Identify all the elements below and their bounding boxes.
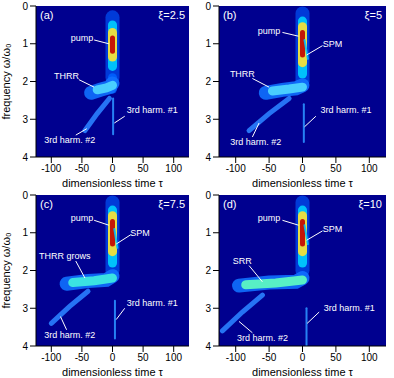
svg-text:100: 100 xyxy=(165,163,182,174)
svg-text:frequency ω/ω₀: frequency ω/ω₀ xyxy=(0,43,12,119)
svg-text:1: 1 xyxy=(205,227,211,238)
html-text:ξ=5: ξ=5 xyxy=(364,9,382,21)
svg-text:THRR: THRR xyxy=(54,71,79,81)
svg-text:THRR: THRR xyxy=(230,69,255,79)
html-text:(a): (a) xyxy=(40,9,54,21)
svg-text:2: 2 xyxy=(205,76,211,87)
svg-text:0: 0 xyxy=(22,1,28,12)
html-text:(c): (c) xyxy=(40,198,53,210)
html-text:ξ=2.5: ξ=2.5 xyxy=(158,9,185,21)
svg-text:-100: -100 xyxy=(41,163,61,174)
svg-text:50: 50 xyxy=(330,352,342,363)
svg-text:0: 0 xyxy=(300,352,306,363)
svg-text:0: 0 xyxy=(205,190,211,201)
svg-text:dimensionless time τ: dimensionless time τ xyxy=(62,177,164,189)
svg-text:2: 2 xyxy=(22,76,28,87)
html-text:(b): (b) xyxy=(223,9,237,21)
svg-text:3: 3 xyxy=(205,114,211,125)
svg-text:0: 0 xyxy=(110,352,116,363)
svg-text:-100: -100 xyxy=(41,352,61,363)
svg-text:3rd harm. #2: 3rd harm. #2 xyxy=(237,333,288,343)
svg-text:50: 50 xyxy=(138,352,150,363)
html-text:(d): (d) xyxy=(223,198,237,210)
svg-text:-50: -50 xyxy=(75,352,90,363)
svg-text:THRR grows: THRR grows xyxy=(39,251,91,261)
svg-text:100: 100 xyxy=(361,352,378,363)
svg-text:4: 4 xyxy=(205,341,211,352)
svg-text:pump: pump xyxy=(71,33,94,43)
svg-text:frequency ω/ω₀: frequency ω/ω₀ xyxy=(0,232,12,308)
svg-text:3rd harm. #2: 3rd harm. #2 xyxy=(44,135,95,145)
svg-text:0: 0 xyxy=(110,163,116,174)
svg-text:4: 4 xyxy=(22,152,28,163)
html-text:ξ=10: ξ=10 xyxy=(358,198,382,210)
svg-text:pump: pump xyxy=(258,26,281,36)
svg-text:-50: -50 xyxy=(262,352,277,363)
svg-text:-50: -50 xyxy=(75,163,90,174)
svg-text:4: 4 xyxy=(22,341,28,352)
svg-text:3: 3 xyxy=(22,114,28,125)
svg-text:dimensionless time τ: dimensionless time τ xyxy=(252,366,354,378)
svg-text:SRR: SRR xyxy=(233,256,253,266)
svg-text:SPM: SPM xyxy=(323,39,343,49)
svg-text:SPM: SPM xyxy=(323,224,343,234)
svg-text:dimensionless time τ: dimensionless time τ xyxy=(252,177,354,189)
svg-text:3rd harm. #2: 3rd harm. #2 xyxy=(44,330,95,340)
svg-text:50: 50 xyxy=(138,163,150,174)
svg-text:pump: pump xyxy=(71,213,94,223)
svg-text:3rd harm. #1: 3rd harm. #1 xyxy=(320,105,371,115)
svg-text:50: 50 xyxy=(330,163,342,174)
svg-text:1: 1 xyxy=(205,38,211,49)
svg-text:-50: -50 xyxy=(262,163,277,174)
svg-text:3rd harm. #1: 3rd harm. #1 xyxy=(127,298,178,308)
svg-text:2: 2 xyxy=(205,265,211,276)
svg-text:-100: -100 xyxy=(226,163,246,174)
svg-text:dimensionless time τ: dimensionless time τ xyxy=(62,366,164,378)
svg-text:100: 100 xyxy=(165,352,182,363)
svg-text:0: 0 xyxy=(300,163,306,174)
svg-text:3: 3 xyxy=(22,303,28,314)
svg-text:3rd harm. #1: 3rd harm. #1 xyxy=(127,105,178,115)
svg-text:100: 100 xyxy=(361,163,378,174)
svg-text:0: 0 xyxy=(205,1,211,12)
svg-text:1: 1 xyxy=(22,227,28,238)
svg-text:3rd harm. #2: 3rd harm. #2 xyxy=(230,137,281,147)
svg-text:SPM: SPM xyxy=(130,228,150,238)
svg-text:3: 3 xyxy=(205,303,211,314)
svg-text:1: 1 xyxy=(22,38,28,49)
svg-text:0: 0 xyxy=(22,190,28,201)
svg-text:pump: pump xyxy=(258,213,281,223)
svg-text:2: 2 xyxy=(22,265,28,276)
svg-text:4: 4 xyxy=(205,152,211,163)
svg-text:3rd harm. #1: 3rd harm. #1 xyxy=(324,303,375,313)
html-text:ξ=7.5: ξ=7.5 xyxy=(158,198,185,210)
svg-text:-100: -100 xyxy=(226,352,246,363)
